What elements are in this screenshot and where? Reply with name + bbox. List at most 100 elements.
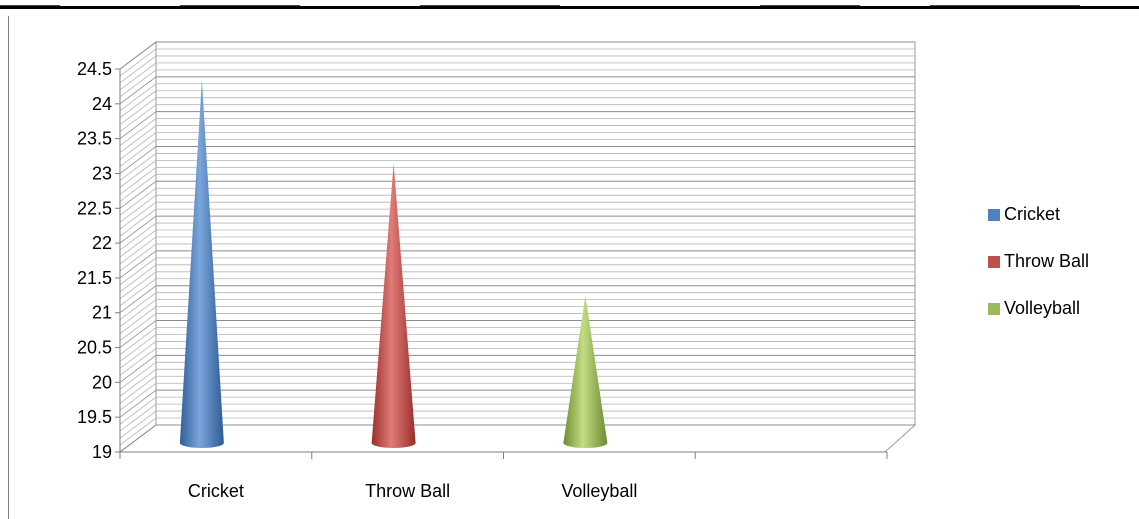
cone-volleyball <box>563 295 608 448</box>
back-wall <box>155 41 916 426</box>
gridline-side <box>119 201 157 230</box>
axes <box>115 68 888 459</box>
gridline-side <box>119 278 157 307</box>
legend-item: Cricket <box>988 204 1060 224</box>
y-tick-label: 22 <box>92 233 112 253</box>
cone-chart: 19 19.5 20 20.5 21 21.5 22 22.5 23 23.5 24 24.5 Cri… <box>77 41 1089 501</box>
gridline-side <box>119 424 157 453</box>
gridline-side <box>119 132 157 160</box>
cone-throw-ball <box>371 163 416 449</box>
gridline-side <box>119 334 157 362</box>
gridline-side <box>119 104 157 132</box>
floor <box>118 424 917 453</box>
y-tick-label: 24.5 <box>77 59 112 79</box>
gridline-side <box>119 348 157 376</box>
gridline-side <box>119 306 157 334</box>
gridline-side <box>119 118 157 146</box>
gridline-side <box>119 362 157 390</box>
cone-cricket <box>179 79 224 449</box>
gridline-side <box>119 410 157 439</box>
chart-frame: 19 19.5 20 20.5 21 21.5 22 22.5 23 23.5 24 24.5 Cri… <box>8 16 1139 519</box>
gridline-side <box>119 403 157 432</box>
gridline-side <box>119 222 157 251</box>
gridline-side <box>119 243 157 272</box>
y-tick-label: 21 <box>92 303 112 323</box>
gridline-side <box>119 355 157 383</box>
gridline-side <box>119 320 157 348</box>
gridline-side <box>119 76 157 105</box>
gridline-side <box>119 292 157 321</box>
gridline-side <box>119 173 157 202</box>
chart-walls <box>118 41 917 453</box>
legend-swatch <box>988 209 1000 221</box>
gridline-side <box>119 375 157 404</box>
cone-body <box>179 79 224 449</box>
gridline-side <box>119 125 157 153</box>
x-tick-label: Throw Ball <box>365 481 450 501</box>
legend-item: Volleyball <box>988 298 1080 318</box>
gridline-side <box>119 236 157 265</box>
gridline-side <box>119 382 157 411</box>
gridline-side <box>119 368 157 397</box>
gridline-side <box>119 146 157 174</box>
y-tick-label: 22.5 <box>77 198 112 218</box>
y-tick-label: 19.5 <box>77 407 112 427</box>
legend-swatch <box>988 256 1000 268</box>
y-tick-labels: 19 19.5 20 20.5 21 21.5 22 22.5 23 23.5 24 24.5 <box>77 59 112 462</box>
gridline-side <box>119 180 157 209</box>
gridline-side <box>119 215 157 244</box>
x-tick-label: Volleyball <box>561 481 637 501</box>
gridline-side <box>119 111 157 139</box>
gridline-side <box>119 271 157 300</box>
gridline-side <box>119 48 157 77</box>
gridline-side <box>119 417 157 446</box>
top-divider <box>0 6 1139 9</box>
gridline-side <box>119 139 157 167</box>
gridline-side <box>119 83 157 112</box>
gridline-side <box>119 90 157 119</box>
gridline-side <box>119 299 157 327</box>
gridline-side <box>119 153 157 181</box>
legend-swatch <box>988 303 1000 315</box>
gridline-side <box>119 327 157 355</box>
gridline-side <box>119 41 157 70</box>
top-caption-strip <box>0 0 1139 8</box>
side-wall <box>119 41 157 453</box>
y-tick-label: 20 <box>92 372 112 392</box>
cone-body <box>563 295 608 448</box>
gridline-side <box>119 341 157 369</box>
y-tick-label: 24 <box>92 94 112 114</box>
gridline-side <box>119 313 157 341</box>
y-tick-label: 23.5 <box>77 129 112 149</box>
legend-label: Cricket <box>1004 204 1060 224</box>
gridline-side <box>119 285 157 314</box>
legend-item: Throw Ball <box>988 251 1089 271</box>
gridline-side <box>119 229 157 258</box>
gridline-side <box>119 187 157 216</box>
y-tick-label: 21.5 <box>77 268 112 288</box>
gridline-side <box>119 97 157 126</box>
gridline-side <box>119 257 157 286</box>
gridline-side <box>119 62 157 91</box>
legend-label: Volleyball <box>1004 298 1080 318</box>
legend: Cricket Throw Ball Volleyball <box>988 204 1089 318</box>
gridline-side <box>119 396 157 425</box>
gridlines <box>119 41 915 453</box>
gridline-side <box>119 389 157 418</box>
gridline-side <box>119 250 157 279</box>
gridline-side <box>119 167 157 195</box>
cone-body <box>371 163 416 449</box>
gridline-side <box>119 69 157 98</box>
y-tick-label: 20.5 <box>77 338 112 358</box>
legend-label: Throw Ball <box>1004 251 1089 271</box>
gridline-side <box>119 160 157 188</box>
gridline-side <box>119 55 157 84</box>
gridline-side <box>119 208 157 237</box>
y-tick-label: 23 <box>92 163 112 183</box>
gridline-side <box>119 264 157 293</box>
y-tick-label: 19 <box>92 442 112 462</box>
gridline-side <box>119 194 157 223</box>
x-tick-label: Cricket <box>188 481 244 501</box>
x-tick-labels: Cricket Throw Ball Volleyball <box>188 481 638 501</box>
cone-marks <box>179 79 608 449</box>
